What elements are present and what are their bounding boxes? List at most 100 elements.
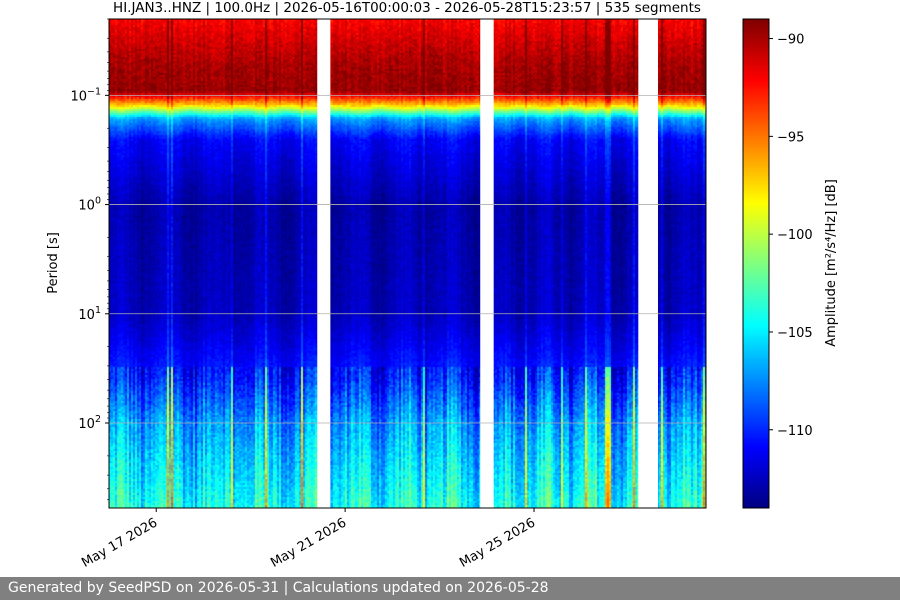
colorbar-segment: [743, 87, 769, 89]
colorbar-tick-label: −100: [777, 228, 813, 243]
colorbar-segment: [743, 418, 769, 420]
colorbar-segment: [743, 96, 769, 98]
colorbar-segment: [743, 241, 769, 243]
colorbar-segment: [743, 288, 769, 290]
colorbar-segment: [743, 349, 769, 351]
colorbar-segment: [743, 224, 769, 226]
colorbar-segment: [743, 172, 769, 174]
colorbar-segment: [743, 217, 769, 219]
colorbar-segment: [743, 216, 769, 218]
colorbar-tick-label: −95: [777, 130, 804, 145]
colorbar-segment: [743, 471, 769, 473]
colorbar-segment: [743, 66, 769, 68]
colorbar-segment: [743, 180, 769, 182]
colorbar-segment: [743, 229, 769, 231]
colorbar-segment: [743, 501, 769, 503]
colorbar-segment: [743, 236, 769, 238]
colorbar-segment: [743, 275, 769, 277]
colorbar-segment: [743, 386, 769, 388]
colorbar-segment: [743, 454, 769, 456]
colorbar-segment: [743, 385, 769, 387]
colorbar-segment: [743, 57, 769, 59]
colorbar-segment: [743, 226, 769, 228]
colorbar-segment: [743, 76, 769, 78]
colorbar-segment: [743, 27, 769, 29]
colorbar-segment: [743, 190, 769, 192]
chart-title: HI.JAN3..HNZ | 100.0Hz | 2026-05-16T00:0…: [113, 0, 701, 16]
colorbar-segment: [743, 234, 769, 236]
colorbar-segment: [743, 173, 769, 175]
colorbar-segment: [743, 364, 769, 366]
colorbar-segment: [743, 83, 769, 85]
colorbar-segment: [743, 280, 769, 282]
colorbar-segment: [743, 51, 769, 53]
colorbar-segment: [743, 270, 769, 272]
colorbar-segment: [743, 260, 769, 262]
colorbar-segment: [743, 443, 769, 445]
colorbar-segment: [743, 155, 769, 157]
colorbar-segment: [743, 154, 769, 156]
colorbar-segment: [743, 506, 769, 508]
colorbar-segment: [743, 107, 769, 109]
colorbar-segment: [743, 293, 769, 295]
colorbar-segment: [743, 85, 769, 87]
colorbar-segment: [743, 394, 769, 396]
colorbar-frame: [742, 18, 770, 509]
colorbar-segment: [743, 19, 769, 21]
colorbar-segment: [743, 248, 769, 250]
colorbar-segment: [743, 393, 769, 395]
data-gap: [480, 19, 494, 508]
colorbar-segment: [743, 347, 769, 349]
colorbar-segment: [743, 493, 769, 495]
colorbar-segment: [743, 269, 769, 271]
colorbar-segment: [743, 397, 769, 399]
colorbar-segment: [743, 375, 769, 377]
colorbar-segment: [743, 167, 769, 169]
colorbar-segment: [743, 263, 769, 265]
colorbar-segment: [743, 445, 769, 447]
colorbar-segment: [743, 271, 769, 273]
colorbar-segment: [743, 312, 769, 314]
colorbar-segment: [743, 179, 769, 181]
colorbar-segment: [743, 262, 769, 264]
colorbar-segment: [743, 60, 769, 62]
colorbar-segment: [743, 32, 769, 34]
colorbar-segment: [743, 82, 769, 84]
colorbar-segment: [743, 43, 769, 45]
colorbar-segment: [743, 120, 769, 122]
colorbar-segment: [743, 58, 769, 60]
colorbar-segment: [743, 133, 769, 135]
colorbar-segment: [743, 102, 769, 104]
y-axis: 10−1 100 101 102: [70, 18, 109, 500]
colorbar-segment: [743, 240, 769, 242]
colorbar-segment: [743, 168, 769, 170]
colorbar-segment: [743, 431, 769, 433]
colorbar-segment: [743, 352, 769, 354]
colorbar-segment: [743, 437, 769, 439]
colorbar-segment: [743, 461, 769, 463]
colorbar-segment: [743, 63, 769, 65]
colorbar-segment: [743, 222, 769, 224]
y-tick-label: 101: [78, 305, 101, 323]
colorbar-segment: [743, 396, 769, 398]
colorbar-segment: [743, 302, 769, 304]
y-tick-label: 100: [78, 196, 101, 214]
colorbar-segment: [743, 204, 769, 206]
colorbar-segment: [743, 77, 769, 79]
colorbar-segment: [743, 483, 769, 485]
colorbar-segment: [743, 142, 769, 144]
colorbar-segment: [743, 479, 769, 481]
colorbar-segment: [743, 166, 769, 168]
colorbar-segment: [743, 250, 769, 252]
colorbar-segment: [743, 326, 769, 328]
colorbar-segment: [743, 357, 769, 359]
colorbar-segment: [743, 440, 769, 442]
colorbar-segment: [743, 342, 769, 344]
colorbar-segment: [743, 290, 769, 292]
colorbar-segment: [743, 267, 769, 269]
colorbar-segment: [743, 277, 769, 279]
colorbar-segment: [743, 144, 769, 146]
colorbar-segment: [743, 503, 769, 505]
colorbar-segment: [743, 49, 769, 51]
colorbar-segment: [743, 368, 769, 370]
